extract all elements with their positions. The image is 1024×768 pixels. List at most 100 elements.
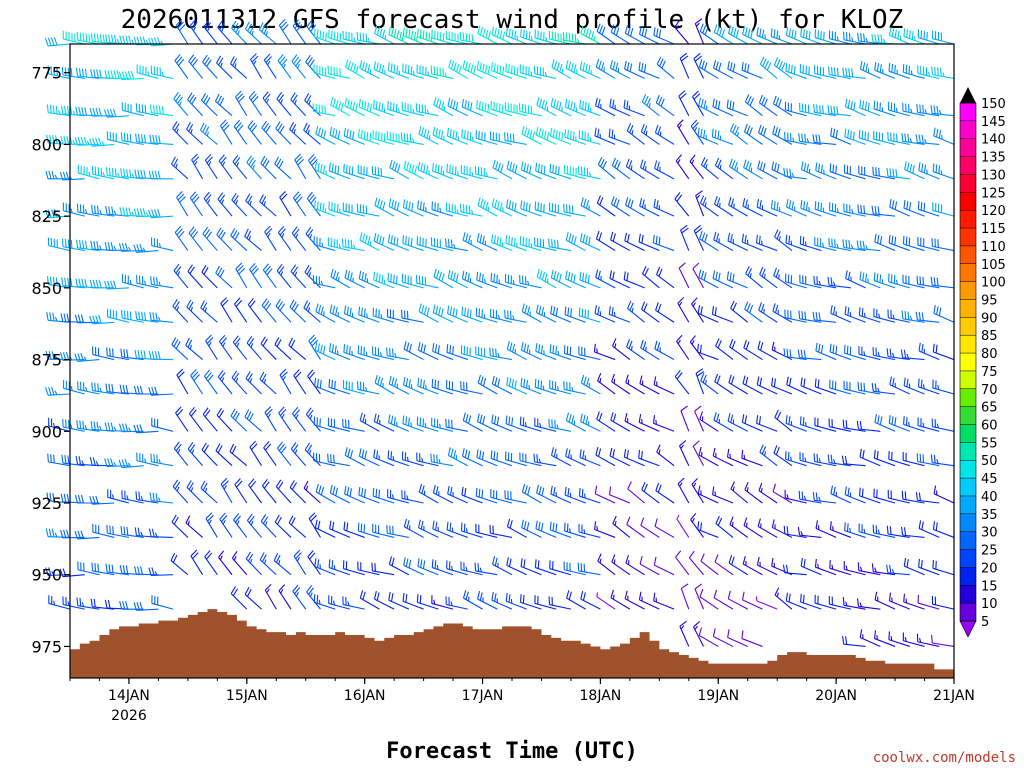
- wind-barb: [611, 373, 631, 395]
- barb-feather: [364, 63, 368, 72]
- barb-staff: [387, 316, 409, 323]
- wind-barb: [744, 94, 763, 117]
- wind-barb: [416, 64, 439, 79]
- barb-feather: [248, 413, 254, 422]
- wind-barb: [759, 444, 778, 467]
- barb-staff: [594, 312, 616, 323]
- barb-feather: [743, 517, 748, 526]
- wind-barb: [259, 552, 277, 576]
- wind-barb: [506, 376, 527, 395]
- barb-staff: [315, 349, 336, 361]
- barb-feather: [89, 138, 93, 147]
- barb-feather: [320, 280, 324, 286]
- barb-feather: [770, 199, 773, 209]
- wind-barb: [313, 416, 336, 432]
- barb-feather: [812, 492, 815, 501]
- barb-feather: [155, 493, 158, 502]
- barb-staff: [715, 523, 734, 538]
- barb-staff: [579, 107, 601, 117]
- barb-feather: [206, 27, 210, 32]
- wind-barb: [550, 269, 572, 289]
- barb-feather: [580, 197, 584, 206]
- barb-staff: [278, 412, 292, 432]
- barb-feather: [732, 302, 737, 311]
- barb-feather: [585, 28, 589, 37]
- barb-staff: [343, 38, 365, 45]
- barb-feather: [544, 101, 548, 110]
- barb-feather: [567, 449, 571, 458]
- barb-staff: [756, 206, 778, 217]
- barb-feather: [464, 487, 467, 497]
- wind-barb: [446, 344, 468, 361]
- barb-feather: [396, 30, 400, 39]
- barb-staff: [726, 107, 748, 117]
- barb-feather: [715, 271, 718, 280]
- barb-feather: [409, 133, 412, 143]
- barb-feather: [154, 170, 158, 179]
- barb-staff: [374, 204, 395, 217]
- barb-feather: [350, 62, 354, 71]
- barb-feather: [745, 341, 750, 350]
- barb-feather: [374, 563, 376, 572]
- barb-staff: [387, 496, 410, 504]
- barb-feather: [44, 209, 49, 218]
- barb-feather: [747, 267, 753, 276]
- barb-feather: [142, 208, 146, 217]
- barb-feather: [349, 100, 353, 109]
- barb-feather: [113, 210, 117, 216]
- barb-feather: [139, 243, 143, 253]
- barb-feather: [187, 520, 190, 526]
- barb-feather: [511, 417, 514, 426]
- barb-feather: [51, 571, 55, 576]
- wind-barb: [578, 346, 601, 361]
- barb-staff: [715, 165, 734, 180]
- barb-feather: [95, 279, 99, 288]
- wind-barb: [728, 158, 749, 180]
- barb-staff: [744, 131, 763, 145]
- barb-feather: [556, 100, 559, 109]
- barb-feather: [500, 164, 504, 173]
- barb-feather: [569, 130, 572, 140]
- barb-staff: [303, 487, 321, 504]
- barb-feather: [771, 161, 775, 170]
- barb-feather: [405, 416, 408, 425]
- barb-feather: [423, 164, 426, 173]
- barb-feather: [528, 203, 531, 212]
- barb-feather: [295, 233, 299, 239]
- barb-feather: [804, 457, 807, 462]
- barb-feather: [465, 566, 468, 572]
- barb-staff: [329, 170, 351, 180]
- barb-staff: [446, 529, 468, 538]
- wind-barb: [314, 519, 336, 538]
- barb-feather: [558, 166, 560, 175]
- barb-feather: [347, 239, 350, 248]
- wind-barb: [799, 416, 822, 432]
- barb-feather: [485, 172, 489, 177]
- wind-barb: [356, 31, 380, 45]
- barb-staff: [63, 210, 85, 217]
- barb-feather: [188, 301, 194, 310]
- barb-feather: [763, 309, 765, 314]
- barb-staff: [462, 278, 483, 289]
- barb-staff: [446, 210, 468, 217]
- barb-feather: [127, 71, 132, 80]
- barb-feather: [358, 486, 361, 496]
- barb-feather: [129, 279, 132, 285]
- barb-feather: [147, 71, 150, 76]
- barb-staff: [829, 603, 851, 610]
- barb-staff: [92, 390, 115, 395]
- barb-feather: [188, 406, 195, 415]
- barb-feather: [314, 519, 318, 528]
- barb-feather: [202, 482, 208, 491]
- barb-staff: [446, 604, 468, 610]
- barb-feather: [761, 446, 767, 455]
- wind-barb: [503, 132, 527, 145]
- barb-staff: [136, 460, 159, 467]
- barb-feather: [568, 32, 571, 42]
- barb-staff: [264, 589, 277, 610]
- barb-feather: [307, 129, 310, 135]
- barb-staff: [314, 424, 336, 432]
- wind-barb: [90, 598, 115, 610]
- barb-feather: [565, 448, 568, 457]
- barb-staff: [389, 563, 410, 576]
